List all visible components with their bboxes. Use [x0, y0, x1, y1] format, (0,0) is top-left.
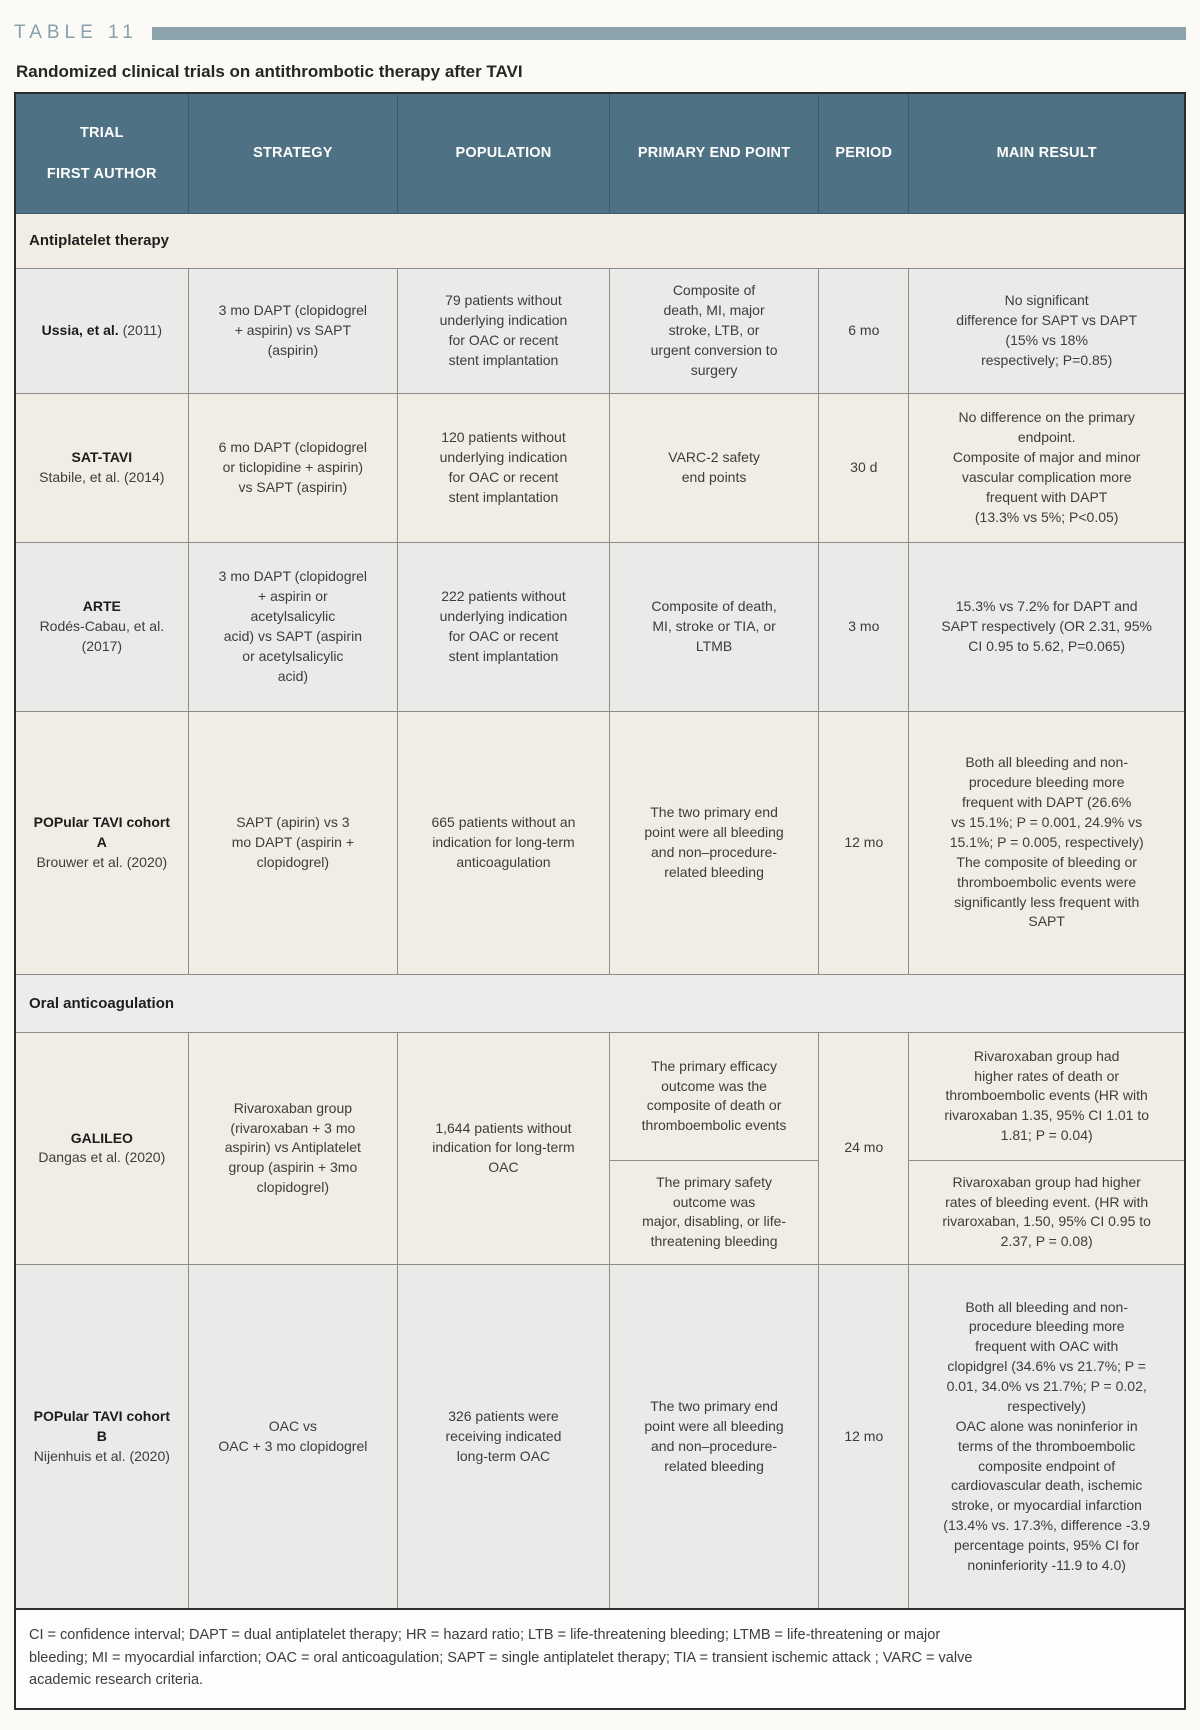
population-cell: 120 patients without underlying indicati…	[397, 392, 610, 543]
endpoint-safety-cell: The primary safety outcome was major, di…	[608, 1159, 820, 1265]
population-cell: 1,644 patients without indication for lo…	[397, 1031, 610, 1265]
trial-name: POPular TAVI cohort B	[33, 1407, 171, 1444]
section-label-oral-anticoagulation: Oral anticoagulation	[14, 973, 1186, 1033]
column-header-endpoint: PRIMARY END POINT	[608, 92, 820, 214]
result-cell: Both all bleeding and non- procedure ble…	[908, 1263, 1186, 1610]
column-header-period: PERIOD	[818, 92, 910, 214]
section-antiplatelet: Antiplatelet therapy	[14, 212, 1186, 269]
result-cell: No difference on the primary endpoint. C…	[908, 392, 1186, 543]
trial-cell-sat-tavi: SAT-TAVI Stabile, et al. (2014)	[14, 392, 189, 543]
result-cell: No significant difference for SAPT vs DA…	[908, 267, 1186, 394]
population-cell: 79 patients without underlying indicatio…	[397, 267, 610, 394]
column-header-result: MAIN RESULT	[908, 92, 1186, 214]
endpoint-cell: The two primary end point were all bleed…	[608, 1263, 820, 1610]
strategy-cell: Rivaroxaban group (rivaroxaban + 3 mo as…	[187, 1031, 399, 1265]
trial-cell-popular-b: POPular TAVI cohort B Nijenhuis et al. (2…	[14, 1263, 189, 1610]
endpoint-efficacy-cell: The primary efficacy outcome was the com…	[608, 1031, 820, 1161]
trial-citation: Brouwer et al. (2020)	[36, 853, 168, 870]
column-header-trial: TRIAL FIRST AUTHOR	[14, 92, 189, 214]
trial-name: GALILEO	[70, 1129, 133, 1146]
table-row-galileo-safety: The primary safety outcome was major, di…	[15, 1159, 1186, 1265]
column-header-strategy: STRATEGY	[187, 92, 399, 214]
strategy-cell: 3 mo DAPT (clopidogrel + aspirin) vs SAP…	[187, 267, 399, 394]
result-cell: Both all bleeding and non- procedure ble…	[908, 710, 1186, 975]
table-header-row: TRIAL FIRST AUTHOR STRATEGY POPULATION P…	[14, 92, 1186, 214]
endpoint-cell: Composite of death, MI, stroke or TIA, o…	[608, 541, 820, 712]
table-row-popular-b: POPular TAVI cohort B Nijenhuis et al. (2…	[14, 1263, 1186, 1610]
period-cell: 24 mo	[818, 1031, 910, 1265]
trial-citation: Dangas et al. (2020)	[38, 1149, 166, 1166]
result-efficacy-cell: Rivaroxaban group had higher rates of de…	[908, 1031, 1186, 1161]
endpoint-cell: The two primary end point were all bleed…	[608, 710, 820, 975]
strategy-cell: 3 mo DAPT (clopidogrel + aspirin or acet…	[187, 541, 399, 712]
trial-cell-arte: ARTE Rodés-Cabau, et al. (2017)	[14, 541, 189, 712]
trial-cell-galileo: GALILEO Dangas et al. (2020)	[14, 1031, 189, 1265]
abbreviations-footnote: CI = confidence interval; DAPT = dual an…	[14, 1608, 1186, 1710]
population-cell: 222 patients without underlying indicati…	[397, 541, 610, 712]
trial-name: SAT-TAVI	[71, 449, 133, 466]
clinical-trials-table: TRIAL FIRST AUTHOR STRATEGY POPULATION P…	[14, 92, 1186, 1710]
trial-citation: Stabile, et al. (2014)	[39, 468, 165, 485]
period-cell: 6 mo	[818, 267, 910, 394]
endpoint-cell: Composite of death, MI, major stroke, LT…	[608, 267, 820, 394]
trial-cell-ussia: Ussia, et al. (2011)	[14, 267, 189, 394]
result-cell: 15.3% vs 7.2% for DAPT and SAPT respecti…	[908, 541, 1186, 712]
column-header-trial-line2: FIRST AUTHOR	[46, 165, 157, 182]
endpoint-cell: VARC-2 safety end points	[608, 392, 820, 543]
trial-citation: Nijenhuis et al. (2020)	[33, 1447, 170, 1464]
column-header-trial-line1: TRIAL	[79, 124, 124, 141]
trial-name: ARTE	[82, 598, 121, 615]
trial-cell-popular-a: POPular TAVI cohort A Brouwer et al. (202…	[14, 710, 189, 975]
footnote-row: CI = confidence interval; DAPT = dual an…	[14, 1608, 1186, 1710]
period-cell: 30 d	[818, 392, 910, 543]
period-cell: 12 mo	[818, 1263, 910, 1610]
trial-citation: Rodés-Cabau, et al. (2017)	[39, 617, 165, 654]
trial-name: POPular TAVI cohort A	[33, 814, 171, 850]
section-oral-anticoagulation: Oral anticoagulation	[14, 973, 1186, 1033]
period-cell: 3 mo	[818, 541, 910, 712]
result-safety-cell: Rivaroxaban group had higher rates of bl…	[908, 1159, 1186, 1265]
decorative-bar	[151, 26, 1186, 40]
table-row-popular-a: POPular TAVI cohort A Brouwer et al. (202…	[14, 710, 1186, 975]
table-row-galileo-efficacy: GALILEO Dangas et al. (2020) Rivaroxaban …	[14, 1031, 1186, 1265]
section-label-antiplatelet: Antiplatelet therapy	[14, 212, 1186, 269]
table-number-label: TABLE 11	[14, 22, 138, 43]
population-cell: 326 patients were receiving indicated lo…	[397, 1263, 610, 1610]
strategy-cell: 6 mo DAPT (clopidogrel or ticlopidine + …	[187, 392, 399, 543]
table-row-arte: ARTE Rodés-Cabau, et al. (2017) 3 mo DAPT…	[14, 541, 1186, 712]
trial-name: Ussia, et al.	[41, 321, 119, 338]
table-title: Randomized clinical trials on antithromb…	[16, 62, 523, 81]
column-header-population: POPULATION	[397, 92, 610, 214]
table-label-row: TABLE 11	[14, 22, 1186, 44]
trial-citation: (2011)	[122, 321, 163, 338]
table-row-sat-tavi: SAT-TAVI Stabile, et al. (2014) 6 mo DAPT…	[14, 392, 1186, 543]
table-row-ussia: Ussia, et al. (2011) 3 mo DAPT (clopidog…	[14, 267, 1186, 394]
period-cell: 12 mo	[818, 710, 910, 975]
population-cell: 665 patients without an indication for l…	[397, 710, 610, 975]
strategy-cell: SAPT (apirin) vs 3 mo DAPT (aspirin + cl…	[187, 710, 399, 975]
strategy-cell: OAC vs OAC + 3 mo clopidogrel	[187, 1263, 399, 1610]
